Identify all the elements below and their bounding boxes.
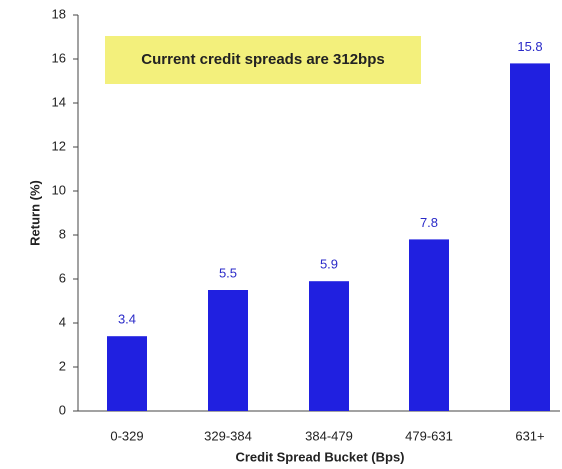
bar xyxy=(107,336,147,411)
y-tick-label: 2 xyxy=(59,358,66,373)
bar xyxy=(409,239,449,411)
data-label: 3.4 xyxy=(118,312,136,327)
y-tick-label: 0 xyxy=(59,402,66,417)
y-tick-label: 14 xyxy=(52,94,66,109)
y-tick-label: 12 xyxy=(52,138,66,153)
y-tick-label: 6 xyxy=(59,270,66,285)
x-tick-label: 384-479 xyxy=(305,428,353,443)
y-axis-label: Return (%) xyxy=(27,180,42,246)
bar xyxy=(208,290,248,411)
y-tick-label: 8 xyxy=(59,226,66,241)
y-tick-label: 16 xyxy=(52,50,66,65)
x-tick-label: 631+ xyxy=(515,428,544,443)
annotation-box xyxy=(105,36,421,84)
data-label: 5.9 xyxy=(320,257,338,272)
annotation: Current credit spreads are 312bps xyxy=(141,51,384,68)
y-tick-label: 10 xyxy=(52,182,66,197)
data-label: 7.8 xyxy=(420,215,438,230)
x-axis-label: Credit Spread Bucket (Bps) xyxy=(235,449,404,464)
bar xyxy=(309,281,349,411)
x-tick-label: 0-329 xyxy=(110,428,143,443)
y-tick-label: 4 xyxy=(59,314,66,329)
x-tick-label: 329-384 xyxy=(204,428,252,443)
data-label: 15.8 xyxy=(517,39,542,54)
data-label: 5.5 xyxy=(219,265,237,280)
y-tick-label: 18 xyxy=(52,6,66,21)
bar xyxy=(510,63,550,412)
x-tick-label: 479-631 xyxy=(405,428,453,443)
